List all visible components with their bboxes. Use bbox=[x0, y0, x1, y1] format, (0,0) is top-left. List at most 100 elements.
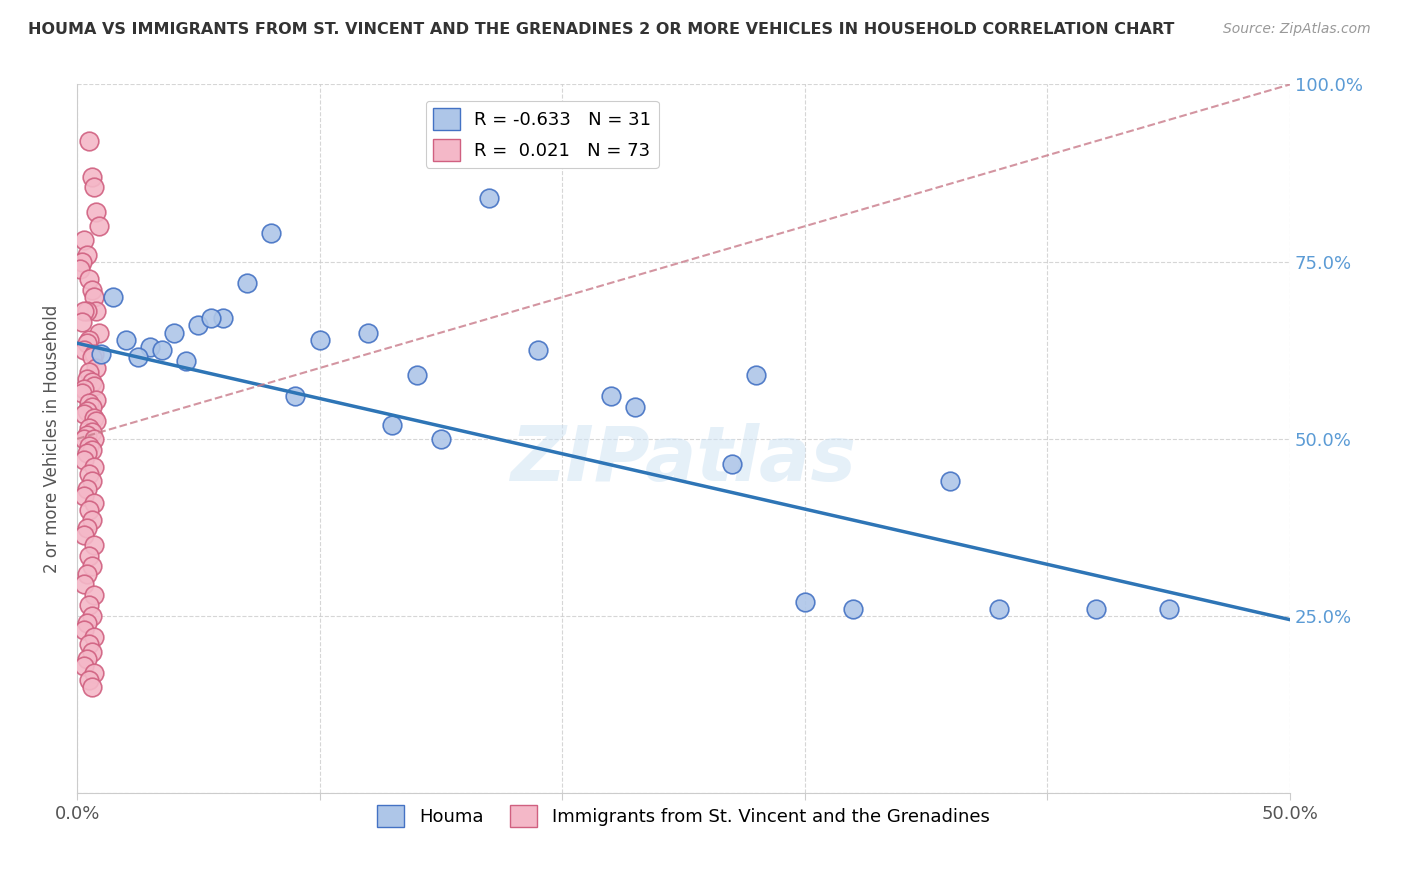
Point bbox=[83, 290, 105, 304]
Point bbox=[80, 283, 103, 297]
Point bbox=[83, 631, 105, 645]
Point bbox=[76, 566, 98, 581]
Point bbox=[83, 432, 105, 446]
Point bbox=[77, 549, 100, 563]
Point bbox=[80, 442, 103, 457]
Point bbox=[76, 371, 98, 385]
Point bbox=[939, 475, 962, 489]
Point bbox=[70, 254, 93, 268]
Point bbox=[103, 290, 125, 304]
Point bbox=[624, 400, 647, 414]
Point bbox=[80, 400, 103, 414]
Point bbox=[80, 475, 103, 489]
Point bbox=[163, 326, 186, 340]
Point bbox=[187, 318, 209, 333]
Point bbox=[721, 457, 744, 471]
Point bbox=[76, 304, 98, 318]
Point bbox=[83, 588, 105, 602]
Point bbox=[236, 276, 259, 290]
Point bbox=[77, 272, 100, 286]
Point bbox=[83, 410, 105, 425]
Point bbox=[599, 389, 621, 403]
Point bbox=[1157, 602, 1180, 616]
Point bbox=[77, 503, 100, 517]
Point bbox=[76, 651, 98, 665]
Point bbox=[83, 347, 105, 361]
Point bbox=[73, 234, 96, 248]
Point bbox=[987, 602, 1010, 616]
Point bbox=[70, 385, 93, 400]
Point bbox=[73, 577, 96, 591]
Point bbox=[793, 595, 815, 609]
Point bbox=[842, 602, 865, 616]
Point bbox=[86, 414, 108, 428]
Point bbox=[90, 347, 112, 361]
Point bbox=[405, 368, 427, 383]
Point bbox=[87, 219, 110, 234]
Point bbox=[80, 644, 103, 658]
Point bbox=[127, 351, 149, 365]
Point bbox=[76, 403, 98, 417]
Point bbox=[381, 417, 404, 432]
Text: ZIPatlas: ZIPatlas bbox=[510, 423, 856, 497]
Point bbox=[80, 609, 103, 624]
Point bbox=[83, 665, 105, 680]
Point bbox=[77, 365, 100, 379]
Point bbox=[80, 513, 103, 527]
Point bbox=[73, 407, 96, 421]
Point bbox=[83, 496, 105, 510]
Point bbox=[150, 343, 173, 358]
Point bbox=[86, 304, 108, 318]
Point bbox=[76, 616, 98, 631]
Point bbox=[73, 382, 96, 396]
Point bbox=[73, 658, 96, 673]
Point bbox=[73, 304, 96, 318]
Point bbox=[83, 460, 105, 475]
Point bbox=[200, 311, 222, 326]
Point bbox=[308, 333, 330, 347]
Point bbox=[77, 638, 100, 652]
Point bbox=[211, 311, 233, 326]
Point bbox=[80, 559, 103, 574]
Point bbox=[73, 432, 96, 446]
Point bbox=[527, 343, 550, 358]
Point bbox=[77, 599, 100, 613]
Point bbox=[77, 439, 100, 453]
Y-axis label: 2 or more Vehicles in Household: 2 or more Vehicles in Household bbox=[44, 305, 60, 573]
Point bbox=[260, 227, 283, 241]
Point bbox=[80, 425, 103, 439]
Point bbox=[77, 467, 100, 482]
Point bbox=[86, 361, 108, 376]
Point bbox=[80, 680, 103, 694]
Point bbox=[83, 180, 105, 194]
Text: HOUMA VS IMMIGRANTS FROM ST. VINCENT AND THE GRENADINES 2 OR MORE VEHICLES IN HO: HOUMA VS IMMIGRANTS FROM ST. VINCENT AND… bbox=[28, 22, 1174, 37]
Point bbox=[73, 624, 96, 638]
Point bbox=[139, 340, 162, 354]
Point bbox=[69, 261, 91, 276]
Point bbox=[83, 378, 105, 392]
Point bbox=[70, 315, 93, 329]
Point bbox=[478, 191, 501, 205]
Text: Source: ZipAtlas.com: Source: ZipAtlas.com bbox=[1223, 22, 1371, 37]
Point bbox=[80, 375, 103, 389]
Point bbox=[77, 396, 100, 410]
Point bbox=[174, 354, 197, 368]
Point bbox=[76, 520, 98, 534]
Point bbox=[77, 134, 100, 148]
Point bbox=[114, 333, 136, 347]
Point bbox=[284, 389, 307, 403]
Point bbox=[76, 482, 98, 496]
Point bbox=[76, 446, 98, 460]
Point bbox=[83, 538, 105, 552]
Point bbox=[73, 453, 96, 467]
Point bbox=[77, 673, 100, 687]
Point bbox=[76, 247, 98, 261]
Point bbox=[73, 527, 96, 541]
Point bbox=[76, 428, 98, 442]
Point bbox=[77, 421, 100, 435]
Point bbox=[76, 336, 98, 351]
Point bbox=[86, 205, 108, 219]
Point bbox=[357, 326, 380, 340]
Point bbox=[87, 326, 110, 340]
Point bbox=[80, 169, 103, 184]
